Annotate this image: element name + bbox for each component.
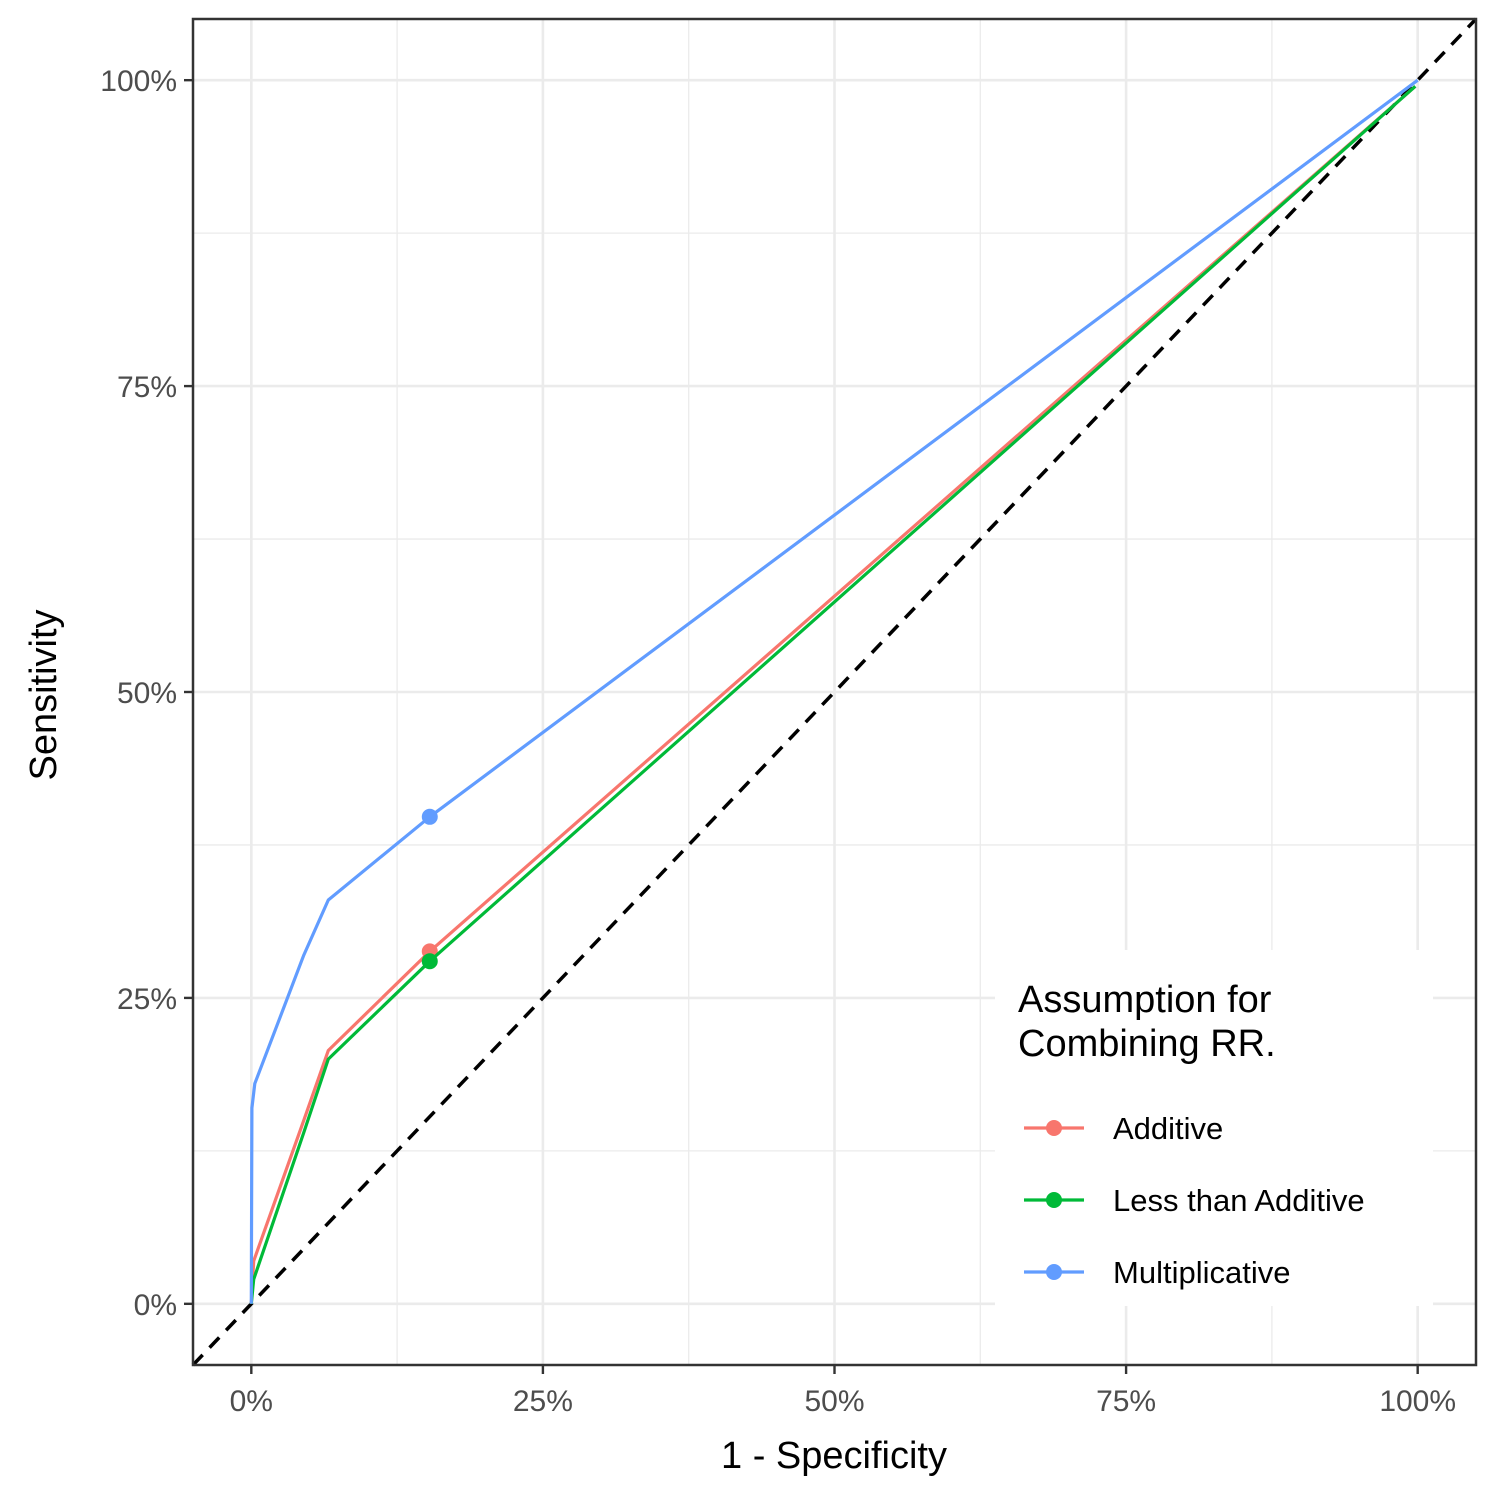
legend-key-point	[1046, 1264, 1062, 1280]
legend-item-additive: Additive	[1024, 1111, 1223, 1146]
series-layer	[249, 78, 1419, 1304]
legend-items: Additive Less than Additive Multiplicative	[1024, 1111, 1365, 1290]
x-axis-title: 1 - Specificity	[721, 1435, 947, 1477]
reference-diagonal-line	[191, 17, 1478, 1367]
y-axis-ticks: 0% 25% 50% 75% 100%	[100, 65, 193, 1322]
series-line-additive	[249, 85, 1417, 1304]
x-tick-label: 0%	[230, 1385, 273, 1418]
legend-title-line: Combining RR.	[1018, 1023, 1276, 1065]
series-point-multiplicative	[421, 808, 438, 825]
y-tick-label: 0%	[134, 1289, 177, 1322]
y-tick-label: 25%	[117, 983, 177, 1016]
x-tick-label: 75%	[1096, 1385, 1156, 1418]
x-tick-label: 100%	[1379, 1385, 1456, 1418]
legend-key-point	[1046, 1120, 1062, 1136]
legend: Assumption for Combining RR. Additive Less…	[995, 950, 1433, 1306]
x-axis-ticks: 0% 25% 50% 75% 100%	[230, 1365, 1456, 1418]
legend-label: Additive	[1113, 1111, 1223, 1146]
legend-label: Multiplicative	[1113, 1255, 1290, 1290]
series-line-less-than-additive	[249, 85, 1417, 1304]
y-tick-label: 75%	[117, 371, 177, 404]
legend-title-line: Assumption for	[1018, 979, 1272, 1021]
legend-item-multiplicative: Multiplicative	[1024, 1255, 1290, 1290]
series-point-less-than-additive	[421, 953, 438, 970]
legend-title: Assumption for Combining RR.	[1018, 979, 1276, 1065]
major-gridlines	[193, 19, 1476, 1365]
x-tick-label: 25%	[513, 1385, 573, 1418]
legend-key-point	[1046, 1192, 1062, 1208]
x-tick-label: 50%	[804, 1385, 864, 1418]
legend-label: Less than Additive	[1113, 1183, 1365, 1218]
y-tick-label: 50%	[117, 677, 177, 710]
legend-item-less-than-additive: Less than Additive	[1024, 1183, 1365, 1218]
y-axis-title: Sensitivity	[23, 609, 65, 780]
y-tick-label: 100%	[100, 65, 177, 98]
